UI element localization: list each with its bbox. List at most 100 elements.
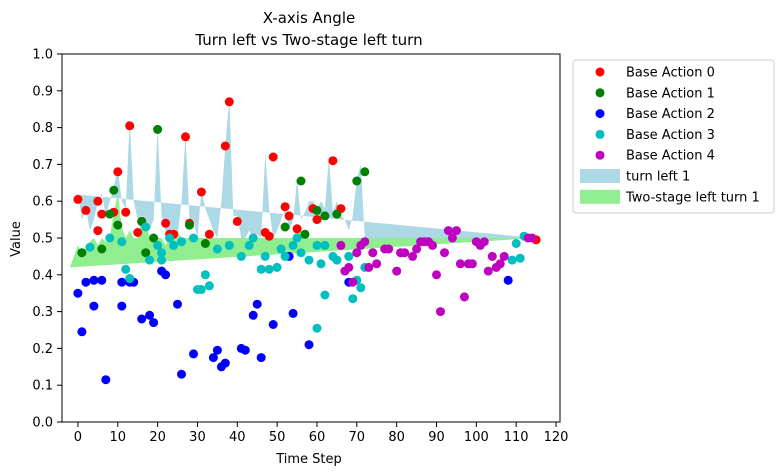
legend-label: Two-stage left turn 1 [625,190,760,205]
point-action-3 [204,281,214,291]
point-action-3 [260,251,270,261]
point-action-0 [280,202,290,212]
point-action-2 [161,270,171,280]
x-tick-label: 40 [229,430,246,445]
point-action-0 [93,196,103,206]
point-action-1 [352,176,362,186]
point-action-1 [320,211,330,221]
point-action-3 [348,294,358,304]
y-tick-label: 0.1 [32,379,53,394]
axes: 0 10 20 30 40 50 60 70 80 90 100 110 120 0.0 0.1 0.2 0.3… [32,48,568,446]
point-action-4 [412,244,422,254]
point-action-0 [97,209,107,219]
legend-label: Base Action 4 [626,149,715,164]
point-action-2 [208,353,218,363]
point-action-3 [292,233,302,243]
point-action-3 [153,240,163,250]
point-action-3 [264,264,274,274]
point-action-0 [268,152,278,162]
point-action-1 [109,185,119,195]
point-action-4 [451,226,461,236]
point-action-2 [117,277,127,287]
point-action-3 [280,251,290,261]
point-action-3 [304,255,314,265]
point-action-2 [89,275,99,285]
point-action-0 [292,224,302,234]
y-tick-label: 0.4 [32,268,53,283]
point-action-4 [360,237,370,247]
point-action-1 [280,222,290,232]
point-action-3 [157,248,167,258]
legend-patch [580,189,620,204]
point-action-1 [200,239,210,248]
point-action-0 [312,215,322,225]
y-tick-label: 0.5 [32,232,53,247]
legend-label: Base Action 2 [626,107,715,122]
y-tick-label: 1.0 [32,48,53,63]
point-action-2 [101,375,111,385]
point-action-3 [85,242,95,252]
point-action-4 [368,248,378,258]
legend-label: Base Action 3 [626,128,715,143]
x-tick-label: 20 [149,430,166,445]
point-action-4 [447,233,457,243]
point-action-0 [220,141,230,151]
point-action-1 [77,248,87,258]
point-action-1 [97,244,107,254]
point-action-3 [177,237,186,247]
point-action-4 [440,248,449,258]
point-action-2 [77,327,87,337]
point-action-1 [360,167,370,177]
point-action-0 [181,132,190,142]
point-action-4 [443,226,453,236]
point-action-2 [81,277,91,287]
point-action-1 [312,205,322,215]
point-action-2 [173,299,182,309]
point-action-3 [141,222,151,232]
scatter-layer [73,97,541,385]
point-action-2 [212,345,222,355]
point-action-1 [300,229,310,239]
point-action-4 [499,251,509,261]
point-action-3 [272,262,282,272]
x-tick-label: 120 [544,430,569,445]
point-action-3 [288,240,298,250]
legend-marker [595,109,605,119]
point-action-2 [240,345,250,355]
point-action-0 [224,97,234,107]
point-action-2 [177,369,186,379]
point-action-0 [328,156,338,166]
point-action-3 [320,240,330,250]
point-action-2 [137,314,147,324]
point-action-3 [189,233,198,243]
point-action-3 [320,290,330,300]
point-action-2 [149,318,159,328]
legend-patch [580,169,620,183]
point-action-3 [157,255,167,265]
point-action-0 [73,194,83,204]
point-action-4 [408,251,418,261]
point-action-1 [141,248,151,258]
point-action-4 [336,240,346,250]
point-action-2 [248,310,258,320]
chart-title: X-axis Angle [263,9,355,27]
point-action-4 [400,248,410,258]
point-action-4 [392,266,402,276]
point-action-2 [145,310,155,320]
legend-label: Base Action 0 [626,66,715,81]
point-action-2 [304,340,314,350]
point-action-3 [344,251,354,261]
x-tick-label: 60 [309,430,326,445]
x-tick-label: 0 [74,430,82,445]
point-action-3 [200,270,210,280]
x-tick-label: 110 [504,430,529,445]
point-action-1 [105,209,115,219]
point-action-0 [133,228,143,237]
point-action-3 [312,240,322,250]
point-action-4 [487,251,497,261]
x-tick-label: 70 [349,430,366,445]
point-action-4 [344,262,354,272]
point-action-2 [288,308,298,318]
point-action-2 [117,301,127,311]
point-action-1 [149,233,159,243]
